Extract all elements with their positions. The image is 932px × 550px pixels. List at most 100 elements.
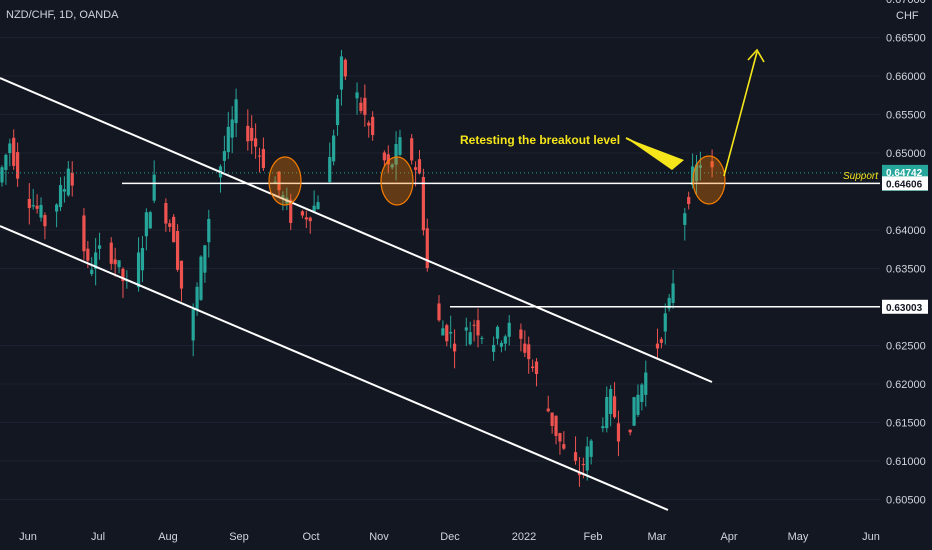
y-tick-label: 0.65000 — [886, 148, 926, 160]
candle-body — [417, 159, 422, 174]
candle-body — [449, 332, 453, 334]
candle-body — [683, 213, 687, 225]
candle-body — [577, 472, 582, 476]
candle-body — [605, 397, 609, 429]
candle-body — [437, 303, 441, 321]
y-tick-label: 0.67000 — [886, 0, 926, 6]
price-tag-label: 0.64742 — [886, 168, 923, 179]
candle-body — [628, 429, 632, 433]
candle-body — [612, 396, 617, 418]
candle-body — [203, 245, 207, 273]
candle-body — [425, 228, 429, 268]
overlays — [0, 48, 880, 511]
candle-body — [31, 205, 35, 207]
grid — [0, 37, 880, 500]
candle-body — [468, 332, 472, 345]
candle-body — [86, 248, 90, 261]
candle-body — [616, 423, 621, 442]
x-tick-label: May — [788, 531, 809, 543]
candle-body — [663, 313, 667, 332]
x-tick-label: Mar — [648, 531, 667, 543]
candle-body — [12, 137, 16, 166]
annotation-text: Retesting the breakout level — [460, 133, 620, 147]
price-tag-label: 0.64606 — [886, 179, 923, 190]
axes: 0.67000 0.66500 0.66000 0.65500 0.65000 0.640… — [19, 0, 928, 543]
candle-body — [66, 168, 70, 196]
y-tick-label: 0.63500 — [886, 264, 926, 276]
candle-body — [573, 452, 578, 461]
candle-body — [140, 247, 145, 271]
candle-body — [39, 204, 43, 218]
candle-body — [195, 286, 199, 310]
candle-body — [273, 181, 277, 183]
candle-body — [335, 98, 340, 126]
x-tick-label: Oct — [302, 531, 319, 543]
channel-upper-line — [0, 77, 713, 383]
candle-body — [82, 215, 86, 252]
candle-body — [523, 343, 527, 353]
candle-body — [97, 245, 102, 249]
candle-body — [507, 322, 511, 337]
candle-body — [0, 167, 4, 183]
candle-body — [671, 283, 675, 303]
x-tick-label: 2022 — [512, 531, 536, 543]
candle-body — [152, 174, 156, 201]
candle-body — [312, 205, 316, 212]
candle-body — [495, 326, 500, 339]
retest-circle — [380, 156, 414, 206]
candle-body — [94, 252, 98, 269]
x-tick-label: Dec — [440, 531, 460, 543]
candle-body — [62, 189, 67, 192]
candle-body — [687, 197, 691, 205]
candle-body — [4, 154, 8, 170]
candle-body — [441, 328, 445, 336]
candle-body — [168, 223, 172, 227]
candle-body — [480, 337, 484, 339]
candle-body — [667, 297, 671, 309]
candle-body — [554, 415, 558, 436]
candle-body — [363, 97, 367, 115]
candle-body — [164, 203, 168, 224]
candle-body — [222, 151, 226, 161]
candle-body — [531, 366, 535, 369]
x-tick-label: Sep — [229, 531, 249, 543]
candle-body — [445, 325, 449, 342]
candle-body — [698, 165, 702, 168]
candle-body — [117, 260, 121, 268]
candle-body — [499, 342, 504, 347]
candle-body — [476, 320, 480, 336]
candle-body — [390, 164, 394, 168]
candle-body — [308, 217, 312, 222]
candle-body — [90, 269, 94, 274]
y-tick-label: 0.62500 — [886, 341, 926, 353]
candle-body — [113, 259, 117, 265]
candle-body — [492, 344, 496, 352]
candle-body — [562, 444, 566, 449]
retest-circle — [268, 156, 302, 206]
candle-body — [16, 152, 20, 179]
candle-body — [179, 260, 184, 289]
candle-body — [35, 205, 39, 209]
candle-body — [43, 215, 47, 227]
price-tag — [882, 176, 928, 191]
y-tick-label: 0.62000 — [886, 379, 926, 391]
x-tick-label: Feb — [584, 531, 603, 543]
candle-body — [398, 137, 402, 155]
candle-body — [226, 126, 230, 153]
candle-body — [289, 199, 293, 223]
x-tick-label: Jun — [862, 531, 880, 543]
candle-body — [70, 172, 74, 186]
candle-body — [359, 102, 363, 111]
candles — [0, 49, 714, 487]
candle-body — [464, 327, 468, 331]
candle-body — [175, 230, 180, 270]
candle-body — [640, 384, 644, 403]
currency-label: CHF — [896, 10, 919, 22]
candle-body — [581, 464, 585, 466]
candle-body — [172, 216, 176, 243]
candle-body — [659, 339, 663, 343]
candle-body — [234, 99, 238, 124]
candle-body — [55, 204, 59, 212]
candle-body — [519, 329, 523, 339]
